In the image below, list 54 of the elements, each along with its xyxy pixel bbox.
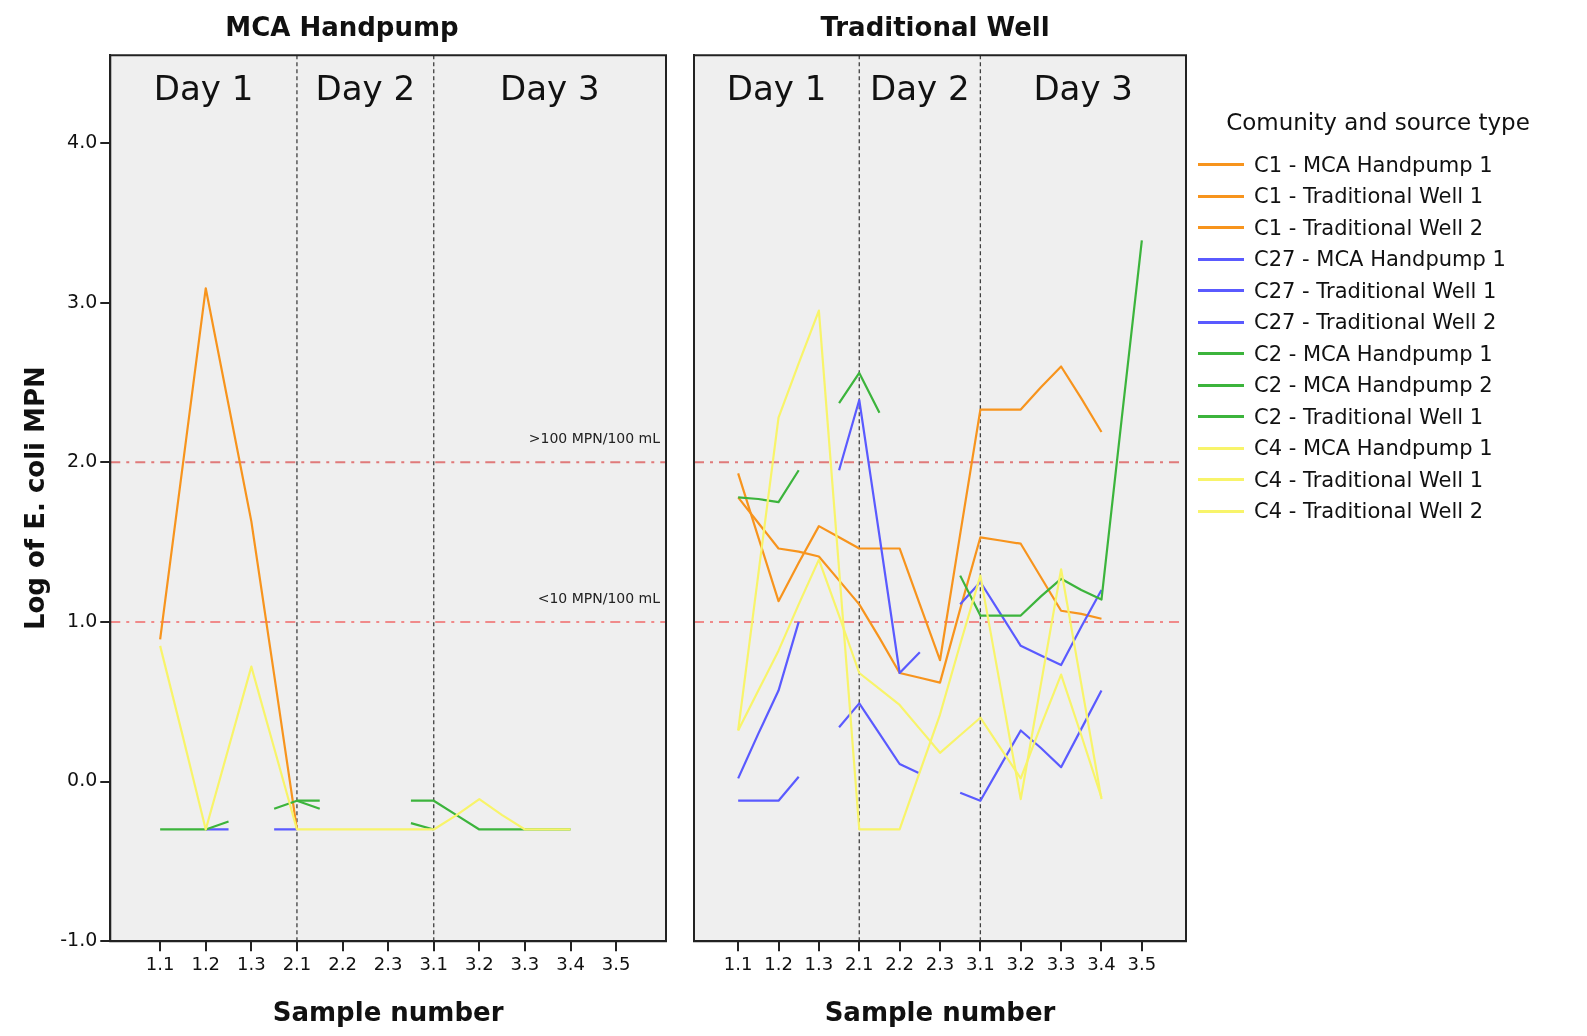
x-tick-label: 3.4 bbox=[1087, 952, 1116, 974]
annotation: Day 3 bbox=[1033, 68, 1133, 109]
text: C27 - MCA Handpump 1 bbox=[1254, 247, 1506, 272]
x-tick-label: 1.3 bbox=[804, 952, 834, 974]
legend-title: Comunity and source type bbox=[1225, 108, 1531, 137]
text: C2 - MCA Handpump 2 bbox=[1254, 373, 1493, 398]
legend-label: C1 - Traditional Well 2 bbox=[1254, 215, 1484, 240]
annotation: Day 2 bbox=[315, 68, 416, 109]
x-tick-label: 1.3 bbox=[237, 952, 266, 974]
legend-label: C1 - Traditional Well 1 bbox=[1254, 184, 1484, 209]
annotation: Day 3 bbox=[500, 68, 600, 109]
ref-line-label: <10 MPN/100 mL bbox=[537, 589, 661, 606]
text: C1 - MCA Handpump 1 bbox=[1254, 152, 1493, 177]
legend-label: C4 - Traditional Well 1 bbox=[1254, 467, 1484, 492]
x-tick-label: 2.1 bbox=[844, 952, 874, 974]
x-axis-title: Sample number bbox=[272, 997, 504, 1028]
x-tick-label: 1.2 bbox=[191, 952, 221, 974]
x-tick-label: 2.2 bbox=[328, 952, 357, 974]
y-tick-label: 2.0 bbox=[67, 449, 98, 472]
text: C4 - MCA Handpump 1 bbox=[1254, 436, 1493, 461]
legend-label: C27 - Traditional Well 1 bbox=[1254, 278, 1497, 303]
y-tick-label: 4.0 bbox=[67, 129, 98, 152]
x-tick-label: 3.2 bbox=[1006, 952, 1036, 974]
y-axis-title: Log of E. coli MPN bbox=[20, 366, 51, 631]
x-tick-label: 3.5 bbox=[1127, 952, 1157, 974]
legend-label: C2 - Traditional Well 1 bbox=[1254, 404, 1484, 429]
x-tick-label: 3.2 bbox=[465, 952, 494, 974]
x-tick-label: 2.3 bbox=[925, 952, 955, 974]
x-tick-label: 3.4 bbox=[556, 952, 585, 974]
chart-title: Traditional Well bbox=[820, 12, 1050, 43]
x-tick-label: 3.1 bbox=[966, 952, 995, 974]
y-tick-label: 1.0 bbox=[67, 608, 98, 631]
y-tick-label: 0.0 bbox=[67, 768, 98, 791]
x-tick-label: 2.1 bbox=[282, 952, 312, 974]
y-tick-label: 3.0 bbox=[67, 289, 98, 312]
x-tick-label: 3.5 bbox=[601, 952, 631, 974]
x-tick-label: 1.2 bbox=[764, 952, 793, 974]
legend-label: C27 - Traditional Well 2 bbox=[1254, 310, 1497, 335]
x-tick-label: 3.1 bbox=[419, 952, 449, 974]
annotation: Day 2 bbox=[870, 68, 970, 109]
x-tick-label: 2.2 bbox=[885, 952, 914, 974]
ref-line-label: >100 MPN/100 mL bbox=[528, 429, 661, 446]
x-tick-label: 1.1 bbox=[723, 952, 753, 974]
legend-label: C4 - Traditional Well 2 bbox=[1254, 499, 1484, 524]
text: C2 - MCA Handpump 1 bbox=[1254, 341, 1493, 366]
x-tick-label: 2.3 bbox=[373, 952, 403, 974]
x-tick-label: 3.3 bbox=[1046, 952, 1076, 974]
x-tick-label: 1.1 bbox=[145, 952, 175, 974]
annotation: Day 1 bbox=[726, 68, 827, 109]
x-tick-label: 3.3 bbox=[510, 952, 540, 974]
chart-title: MCA Handpump bbox=[225, 12, 459, 43]
x-axis-title: Sample number bbox=[824, 997, 1056, 1028]
y-tick-label: -1.0 bbox=[60, 928, 98, 951]
annotation: Day 1 bbox=[153, 68, 254, 109]
